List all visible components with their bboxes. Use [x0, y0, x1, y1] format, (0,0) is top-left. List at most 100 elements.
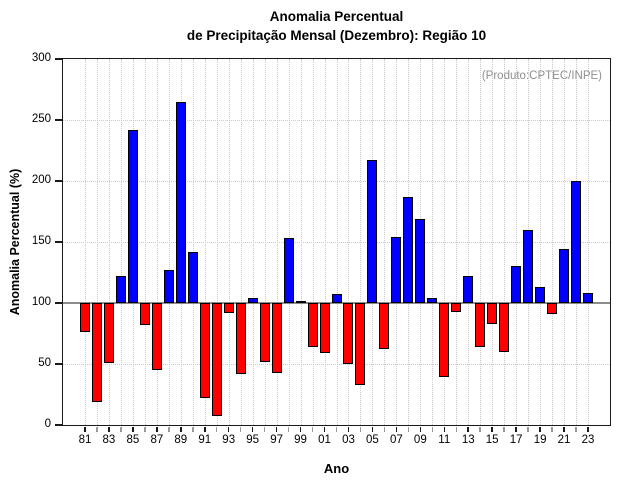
- bar-2015: [487, 303, 498, 324]
- x-tick-2002: [335, 426, 338, 432]
- bar-2011: [439, 303, 450, 378]
- y-tick-label-150: 150: [31, 235, 51, 247]
- x-tick-2015: [491, 426, 493, 432]
- x-axis-title: Ano: [323, 461, 350, 476]
- bar-1991: [199, 303, 210, 399]
- bar-1981: [79, 303, 90, 333]
- bar-1995: [247, 298, 258, 303]
- x-tick-2007: [395, 426, 398, 432]
- x-tick-1991: [204, 426, 206, 432]
- x-tick-2009: [419, 426, 422, 432]
- x-tick-1990: [192, 426, 194, 432]
- bar-2005: [367, 160, 378, 303]
- plot-area: (Produto:CPTEC/INPE): [62, 58, 611, 426]
- x-tick-1998: [287, 426, 290, 432]
- x-tick-2008: [407, 426, 410, 432]
- bar-2020: [547, 303, 558, 314]
- x-tick-2022: [575, 426, 577, 432]
- chart-title-line1: Anomalia Percentual: [269, 9, 404, 24]
- x-tick-2005: [371, 426, 374, 432]
- x-tick-label-85: 85: [126, 434, 140, 446]
- x-tick-2011: [443, 426, 446, 432]
- bar-2019: [535, 287, 546, 303]
- x-tick-1996: [263, 426, 266, 432]
- h-gridline-200: [63, 181, 610, 182]
- x-tick-label-81: 81: [78, 434, 92, 446]
- bar-2016: [499, 303, 510, 352]
- y-tick-100: [55, 302, 62, 304]
- bar-1985: [127, 129, 138, 303]
- bar-2010: [427, 298, 438, 303]
- x-tick-label-03: 03: [342, 434, 355, 446]
- x-tick-label-99: 99: [294, 434, 307, 446]
- y-tick-label-0: 0: [44, 418, 51, 430]
- x-tick-label-95: 95: [246, 434, 260, 446]
- x-tick-2000: [311, 426, 314, 432]
- x-tick-label-91: 91: [198, 434, 212, 446]
- bar-2001: [319, 303, 330, 354]
- x-tick-1999: [299, 426, 302, 432]
- x-tick-1993: [227, 426, 230, 432]
- bar-1990: [187, 251, 198, 303]
- x-tick-2013: [467, 426, 469, 432]
- x-tick-1982: [96, 426, 98, 432]
- bar-2006: [379, 303, 390, 350]
- bar-1999: [295, 301, 306, 303]
- bar-2003: [343, 303, 354, 364]
- bar-2023: [583, 293, 593, 303]
- bar-1992: [211, 303, 222, 417]
- x-tick-label-21: 21: [557, 434, 571, 446]
- x-tick-label-87: 87: [150, 434, 164, 446]
- x-tick-1994: [239, 426, 242, 432]
- x-tick-1997: [275, 426, 278, 432]
- x-tick-2010: [431, 426, 434, 432]
- chart-title-line2: de Precipitação Mensal (Dezembro): Regiã…: [186, 28, 487, 43]
- x-tick-label-17: 17: [509, 434, 523, 446]
- x-tick-label-09: 09: [413, 434, 427, 446]
- y-tick-label-250: 250: [31, 113, 51, 125]
- x-tick-1986: [144, 426, 146, 432]
- x-tick-1989: [180, 426, 182, 432]
- x-tick-label-83: 83: [102, 434, 116, 446]
- x-tick-label-11: 11: [438, 434, 451, 446]
- x-tick-label-93: 93: [222, 434, 236, 446]
- x-tick-label-89: 89: [174, 434, 188, 446]
- y-tick-label-300: 300: [31, 52, 51, 64]
- y-tick-300: [55, 58, 62, 60]
- x-tick-1984: [120, 426, 122, 432]
- y-tick-label-100: 100: [31, 296, 51, 308]
- bar-2009: [415, 218, 426, 303]
- x-tick-2006: [383, 426, 386, 432]
- bar-2002: [331, 294, 342, 303]
- bar-1982: [91, 303, 102, 402]
- bar-2000: [307, 303, 318, 347]
- x-tick-label-13: 13: [461, 434, 475, 446]
- x-tick-1981: [84, 426, 86, 432]
- x-tick-2016: [503, 426, 505, 432]
- bar-2008: [403, 196, 414, 303]
- y-tick-label-200: 200: [31, 174, 51, 186]
- bar-1986: [139, 303, 150, 325]
- bar-1989: [175, 101, 186, 303]
- bar-2014: [475, 303, 486, 347]
- x-tick-2018: [527, 426, 529, 432]
- y-tick-0: [55, 424, 62, 426]
- bar-1984: [115, 276, 126, 303]
- x-tick-label-01: 01: [318, 434, 331, 446]
- bar-2004: [355, 303, 366, 385]
- x-tick-2001: [323, 426, 326, 432]
- x-tick-label-15: 15: [485, 434, 499, 446]
- h-gridline-150: [63, 242, 610, 243]
- h-gridline-250: [63, 120, 610, 121]
- bar-1993: [223, 303, 234, 313]
- x-tick-label-19: 19: [533, 434, 547, 446]
- x-tick-2012: [455, 426, 458, 432]
- bar-1998: [283, 238, 294, 303]
- h-gridline-50: [63, 364, 610, 365]
- x-tick-2021: [563, 426, 565, 432]
- x-tick-2014: [479, 426, 481, 432]
- x-tick-1983: [108, 426, 110, 432]
- bar-2017: [511, 266, 522, 303]
- bar-1994: [235, 303, 246, 374]
